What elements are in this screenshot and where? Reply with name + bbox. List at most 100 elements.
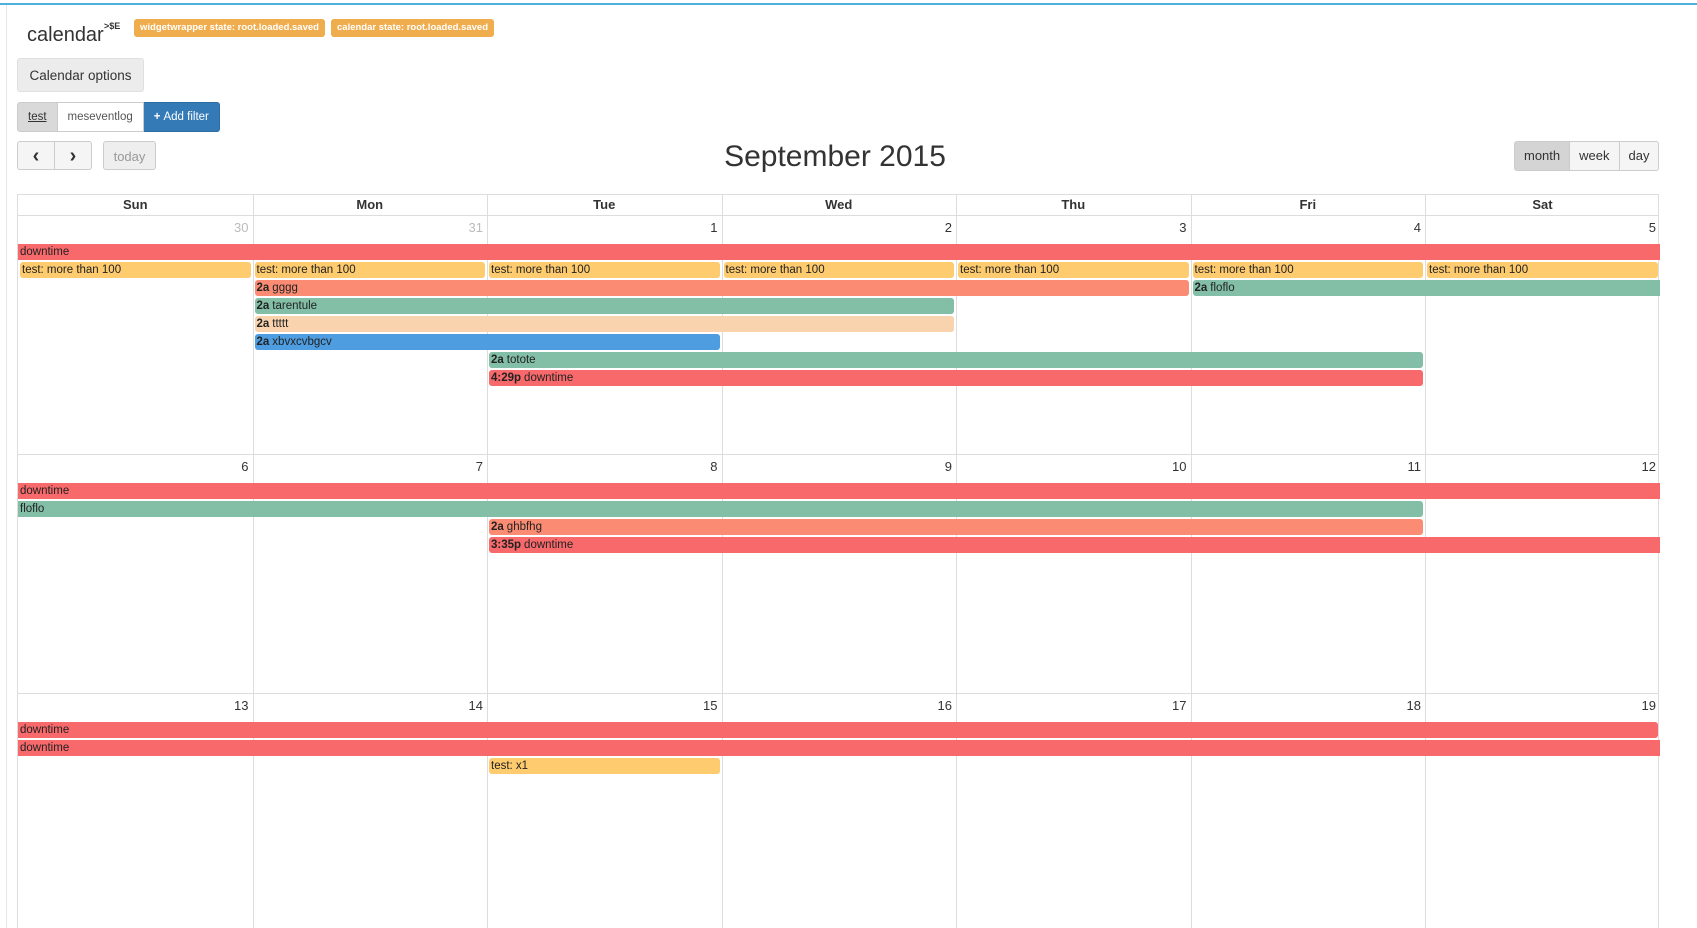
day-number[interactable]: 14 — [468, 698, 483, 713]
calendar-event[interactable]: 2a tarentule — [254, 298, 954, 314]
calendar-event[interactable]: downtime — [18, 483, 1660, 499]
event-time: 2a — [491, 521, 504, 533]
view-week-button[interactable]: week — [1570, 141, 1620, 171]
calendar-event[interactable]: 4:29p downtime — [489, 370, 1423, 386]
calendar-title: September 2015 — [724, 140, 946, 173]
calendar-event[interactable]: 2a gggg — [254, 280, 1189, 296]
chevron-left-icon: ‹ — [32, 145, 40, 167]
day-number[interactable]: 3 — [1179, 220, 1187, 235]
today-button[interactable]: today — [103, 141, 156, 170]
day-number[interactable]: 2 — [944, 220, 952, 235]
day-number[interactable]: 11 — [1407, 459, 1422, 474]
calendar-event[interactable]: test: more than 100 — [723, 262, 954, 278]
filter-test[interactable]: test — [17, 102, 58, 132]
calendar-event[interactable]: test: more than 100 — [254, 262, 485, 278]
day-number[interactable]: 4 — [1413, 220, 1421, 235]
calendar-event[interactable]: test: more than 100 — [20, 262, 251, 278]
week-divider — [18, 454, 1658, 455]
event-title: downtime — [20, 724, 70, 736]
column-divider — [1190, 195, 1192, 928]
day-number[interactable]: 9 — [944, 459, 952, 474]
view-switcher: month week day — [1514, 141, 1660, 171]
column-divider — [252, 195, 254, 928]
day-number[interactable]: 16 — [937, 698, 952, 713]
add-filter-label: Add filter — [163, 111, 209, 123]
prev-month-button[interactable]: ‹ — [17, 141, 55, 170]
top-accent-line — [0, 3, 1697, 5]
day-header-sun: Sun — [122, 197, 148, 212]
event-title: downtime — [20, 742, 70, 754]
calendar-event[interactable]: test: more than 100 — [958, 262, 1189, 278]
day-header-mon: Mon — [356, 197, 384, 212]
event-time: 2a — [1194, 282, 1208, 294]
day-number[interactable]: 1 — [710, 220, 718, 235]
calendar-state-badge: calendar state: root.loaded.saved — [331, 19, 494, 37]
next-month-button[interactable]: › — [54, 141, 92, 170]
calendar-event[interactable]: 2a floflo — [1192, 280, 1660, 296]
calendar-options-button[interactable]: Calendar options — [17, 58, 144, 92]
event-title: floflo — [20, 503, 45, 515]
calendar-event[interactable]: downtime — [18, 740, 1660, 756]
event-title: test: x1 — [491, 760, 529, 772]
chevron-right-icon: › — [69, 145, 77, 167]
widgetwrapper-state-badge: widgetwrapper state: root.loaded.saved — [134, 19, 325, 37]
day-number[interactable]: 7 — [475, 459, 483, 474]
day-number[interactable]: 13 — [234, 698, 249, 713]
calendar-event[interactable]: test: more than 100 — [489, 262, 720, 278]
view-month-button[interactable]: month — [1514, 141, 1571, 171]
event-title: test: more than 100 — [256, 264, 356, 276]
event-title: gggg — [272, 282, 298, 294]
add-filter-button[interactable]: + Add filter — [143, 102, 220, 132]
event-title: test: more than 100 — [491, 264, 591, 276]
day-number[interactable]: 17 — [1172, 698, 1187, 713]
event-time: 2a — [256, 318, 270, 330]
month-grid: Sun Mon Tue Wed Thu Fri Sat 30 31 1 2 3 4 5 6 7 8 9 10 11 1… — [17, 194, 1660, 928]
filter-meseventlog[interactable]: meseventlog — [57, 102, 144, 132]
day-number[interactable]: 8 — [710, 459, 718, 474]
day-header-fri: Fri — [1299, 197, 1317, 212]
calendar-event[interactable]: test: more than 100 — [1192, 262, 1423, 278]
day-number[interactable]: 31 — [468, 220, 483, 235]
calendar-event[interactable]: test: x1 — [489, 758, 720, 774]
left-border — [6, 5, 7, 928]
calendar-event[interactable]: downtime — [18, 244, 1660, 260]
calendar-event[interactable]: 2a xbvxcvbgcv — [254, 334, 720, 350]
calendar-event[interactable]: floflo — [18, 501, 1423, 517]
column-divider — [1425, 195, 1426, 928]
column-divider — [721, 195, 723, 928]
day-number[interactable]: 12 — [1641, 459, 1656, 474]
widget-title: calendar — [27, 24, 104, 46]
event-title: tarentule — [272, 300, 318, 312]
column-divider — [487, 195, 488, 928]
event-title: downtime — [20, 246, 70, 258]
calendar-event[interactable]: 3:35p downtime — [489, 537, 1660, 553]
event-time: 2a — [491, 354, 504, 366]
day-number[interactable]: 15 — [703, 698, 718, 713]
day-header-sat: Sat — [1532, 197, 1553, 212]
event-title: ttttt — [272, 318, 289, 330]
day-number[interactable]: 30 — [234, 220, 249, 235]
event-time: 2a — [256, 336, 270, 348]
view-day-button[interactable]: day — [1619, 141, 1660, 171]
event-title: downtime — [524, 539, 574, 551]
plus-icon: + — [153, 111, 161, 123]
event-title: totote — [506, 354, 536, 366]
day-number[interactable]: 10 — [1172, 459, 1187, 474]
day-number[interactable]: 19 — [1641, 698, 1656, 713]
event-time: 4:29p — [491, 372, 522, 384]
day-header-tue: Tue — [593, 197, 616, 212]
day-number[interactable]: 18 — [1406, 698, 1421, 713]
day-number[interactable]: 6 — [241, 459, 249, 474]
event-title: test: more than 100 — [725, 264, 825, 276]
event-title: downtime — [524, 372, 574, 384]
event-title: xbvxcvbgcv — [272, 336, 332, 348]
calendar-event[interactable]: downtime — [18, 722, 1658, 738]
day-header-wed: Wed — [825, 197, 853, 212]
calendar-event[interactable]: 2a ttttt — [254, 316, 954, 332]
calendar-event[interactable]: 2a ghbfhg — [489, 519, 1423, 535]
day-number[interactable]: 5 — [1648, 220, 1656, 235]
event-time: 2a — [256, 282, 270, 294]
day-header-thu: Thu — [1061, 197, 1086, 212]
calendar-event[interactable]: test: more than 100 — [1427, 262, 1658, 278]
calendar-event[interactable]: 2a totote — [489, 352, 1423, 368]
